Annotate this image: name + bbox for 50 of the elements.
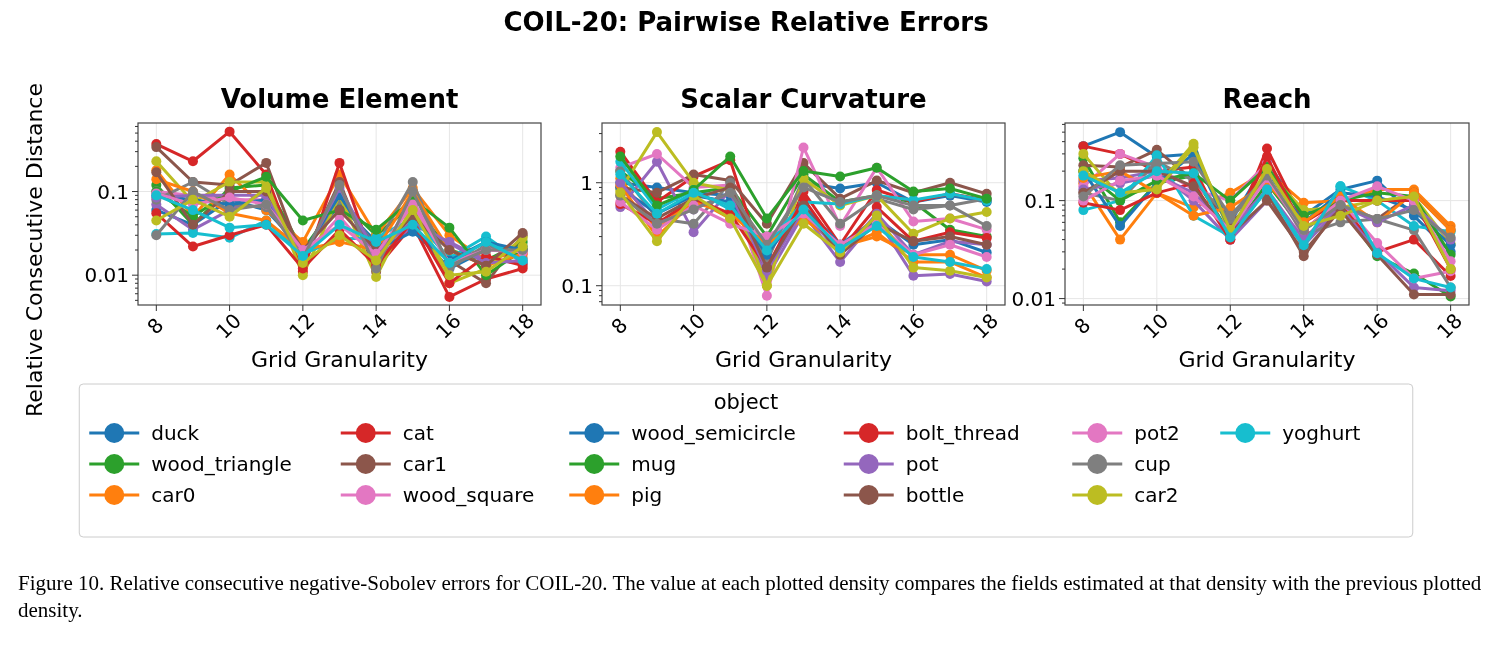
legend-label: yoghurt bbox=[1282, 421, 1361, 445]
x-tick-label: 14 bbox=[821, 308, 857, 344]
x-tick-label: 12 bbox=[1211, 308, 1247, 344]
x-axis-title: Grid Granularity bbox=[1178, 347, 1356, 372]
legend-label: wood_semicircle bbox=[631, 421, 796, 445]
chart-title: Reach bbox=[1222, 84, 1312, 114]
legend-label: pig bbox=[631, 483, 663, 507]
legend-label: wood_square bbox=[402, 483, 535, 507]
x-tick-label: 10 bbox=[675, 308, 711, 344]
x-tick-label: 16 bbox=[430, 308, 466, 344]
x-tick-label: 8 bbox=[1069, 312, 1096, 339]
legend-label: car1 bbox=[402, 452, 447, 476]
x-tick-label: 12 bbox=[284, 308, 320, 344]
y-tick-label: 1 bbox=[580, 170, 593, 195]
x-tick-label: 18 bbox=[1432, 308, 1468, 344]
legend-label: duck bbox=[151, 421, 200, 445]
x-tick-label: 18 bbox=[504, 308, 540, 344]
chart-title: Volume Element bbox=[220, 84, 459, 114]
legend-label: car0 bbox=[151, 483, 196, 507]
x-tick-label: 14 bbox=[357, 308, 393, 344]
x-tick-label: 8 bbox=[142, 312, 169, 339]
legend-title: object bbox=[713, 390, 779, 414]
x-tick-label: 18 bbox=[968, 308, 1004, 344]
legend-label: cup bbox=[1134, 452, 1171, 476]
legend-label: pot bbox=[905, 452, 939, 476]
x-tick-label: 10 bbox=[211, 308, 247, 344]
x-tick-label: 8 bbox=[606, 312, 633, 339]
x-axis-title: Grid Granularity bbox=[714, 347, 893, 372]
chart-title: Scalar Curvature bbox=[680, 84, 927, 114]
x-tick-label: 14 bbox=[1285, 308, 1321, 344]
y-tick-label: 0.1 bbox=[97, 179, 129, 204]
x-tick-label: 10 bbox=[1138, 308, 1174, 344]
legend-label: cat bbox=[402, 421, 434, 445]
x-tick-label: 12 bbox=[748, 308, 784, 344]
y-tick-label: 0.1 bbox=[561, 273, 593, 298]
y-tick-label: 0.01 bbox=[1011, 286, 1056, 311]
x-tick-label: 16 bbox=[894, 308, 930, 344]
caption: Figure 10. Relative consecutive negative-Sobolev errors for COIL-20. The value at each plotted density compares the fields estimated at that density with the previous plotted density. bbox=[18, 570, 1483, 624]
text: COIL-20: Pairwise Relative Errors bbox=[503, 7, 989, 37]
legend-label: bottle bbox=[905, 483, 965, 507]
legend-label: pot2 bbox=[1134, 421, 1180, 445]
legend-label: car2 bbox=[1134, 483, 1179, 507]
y-axis-title: Relative Consecutive Distance bbox=[22, 83, 47, 417]
legend-label: wood_triangle bbox=[151, 452, 292, 476]
y-tick-label: 0.1 bbox=[1024, 188, 1056, 213]
y-tick-label: 0.01 bbox=[84, 263, 129, 288]
x-tick-label: 16 bbox=[1358, 308, 1394, 344]
legend-label: bolt_thread bbox=[905, 421, 1020, 445]
x-axis-title: Grid Granularity bbox=[250, 347, 429, 372]
legend-label: mug bbox=[631, 452, 677, 476]
